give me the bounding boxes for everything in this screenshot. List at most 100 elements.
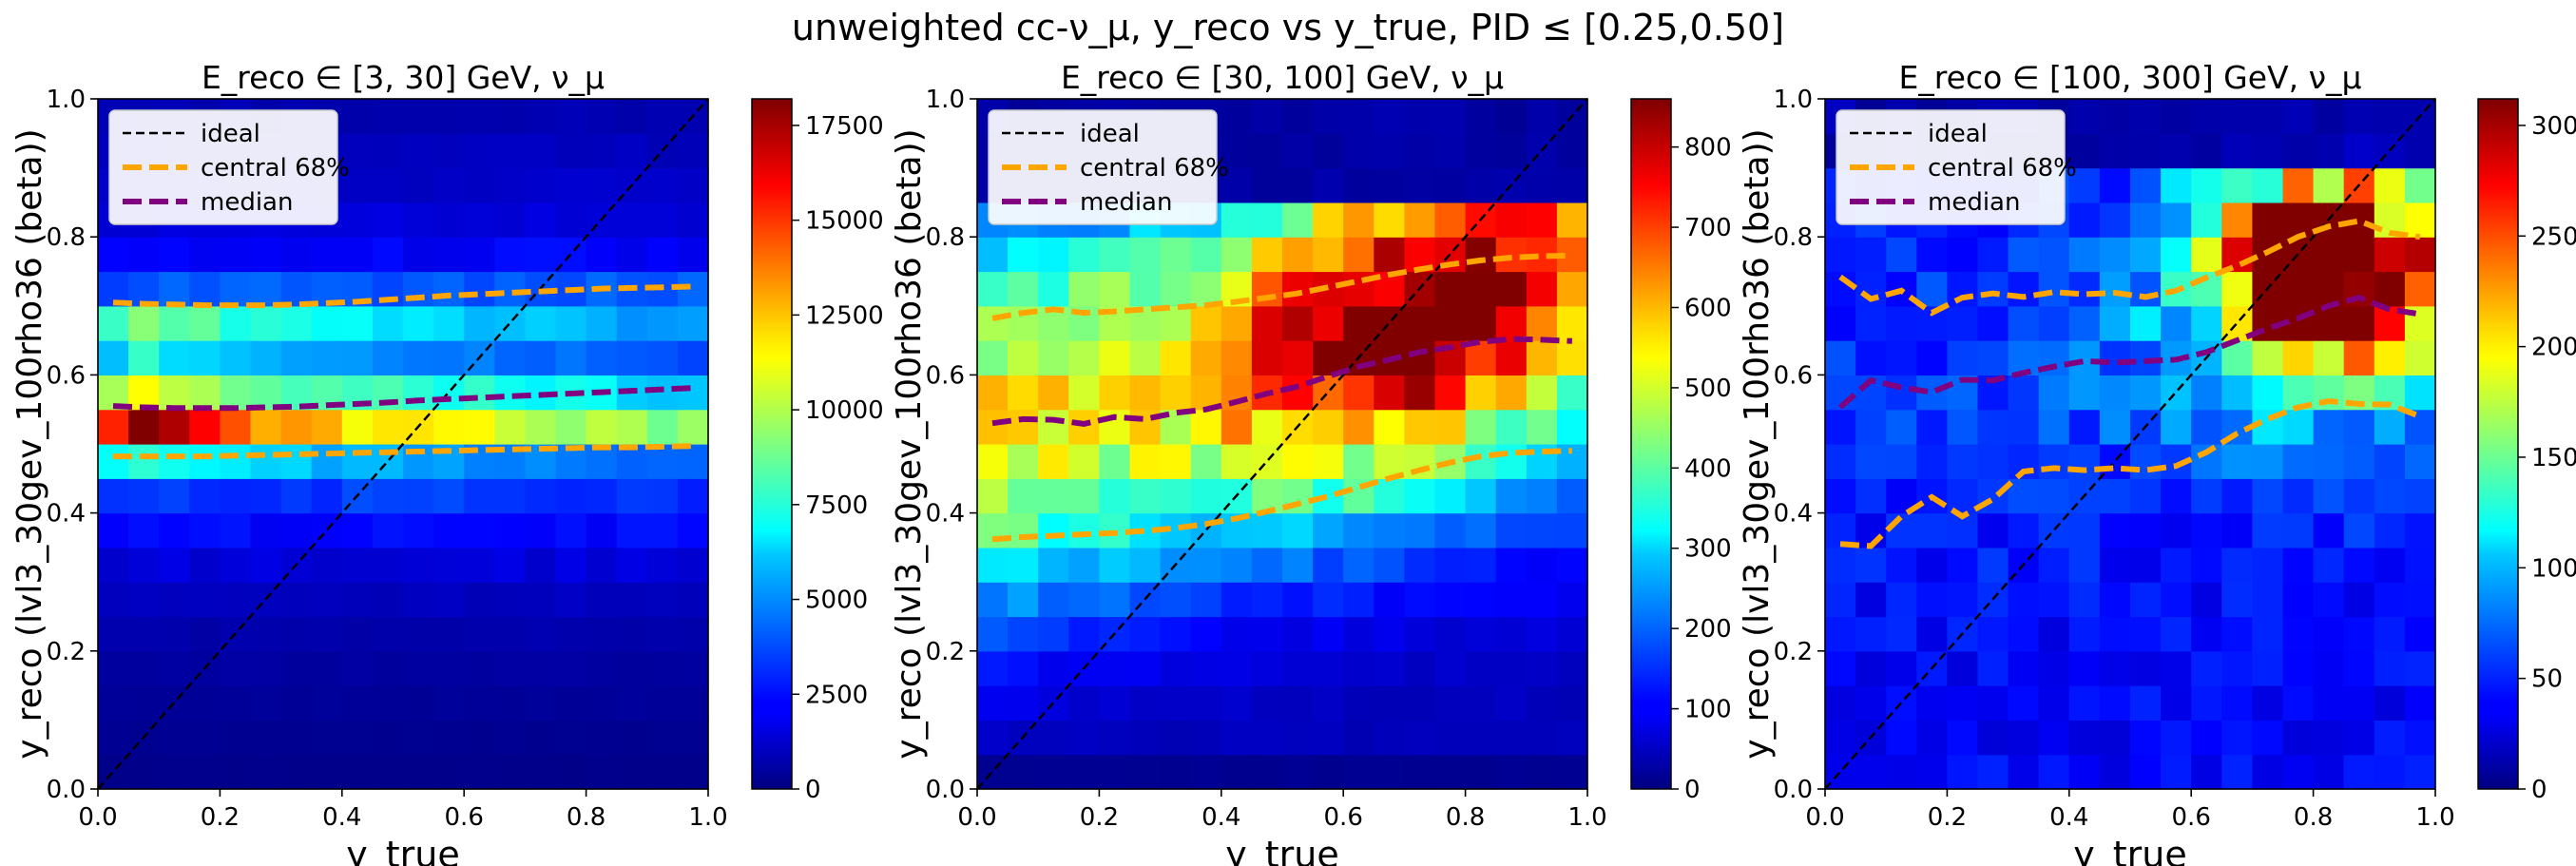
heatmap-cell	[250, 685, 282, 721]
heatmap-cell	[1343, 444, 1375, 479]
colorbar-tick-label: 2500	[805, 681, 868, 709]
heatmap-cell	[1495, 547, 1528, 583]
heatmap-cell	[1221, 167, 1253, 203]
heatmap-cell	[555, 685, 587, 721]
heatmap-cell	[1556, 409, 1588, 445]
heatmap-cell	[1916, 720, 1948, 756]
heatmap-cell	[525, 720, 557, 756]
heatmap-cell	[2099, 478, 2131, 514]
heatmap-cell	[128, 271, 160, 307]
heatmap-cell	[250, 409, 282, 445]
ideal-line	[1824, 98, 2436, 790]
panel-title: E_reco ∈ [30, 100] GeV, ν_μ	[1061, 59, 1504, 96]
central68-upper-line	[112, 283, 693, 309]
heatmap-cell	[2099, 512, 2131, 548]
colorbar-tick-label: 0	[1684, 776, 1701, 804]
heatmap-cell	[1495, 409, 1528, 445]
heatmap-cell	[1038, 271, 1069, 307]
heatmap-cell	[341, 582, 374, 618]
heatmap-cell	[586, 547, 618, 583]
heatmap-cell	[1099, 237, 1131, 273]
panel-title: E_reco ∈ [100, 300] GeV, ν_μ	[1898, 59, 2361, 96]
heatmap-cell	[1343, 167, 1375, 203]
heatmap-cell	[280, 271, 313, 307]
heatmap-cell	[341, 409, 374, 445]
heatmap-cell	[2099, 409, 2131, 445]
heatmap-cell	[977, 582, 1009, 618]
heatmap-cell	[1465, 478, 1497, 514]
heatmap-cell	[2221, 512, 2253, 548]
heatmap-cell	[1825, 478, 1856, 514]
heatmap-cell	[1404, 650, 1436, 686]
heatmap-cell	[1404, 167, 1436, 203]
heatmap-cell	[2343, 754, 2375, 790]
heatmap-cell	[2252, 547, 2284, 583]
heatmap-cell	[1977, 444, 2009, 479]
heatmap-cell	[280, 650, 313, 686]
colorbar-tick-label: 5000	[805, 587, 868, 615]
heatmap-cell	[525, 478, 557, 514]
heatmap-cell	[2252, 685, 2284, 721]
heatmap-cell	[1068, 616, 1100, 652]
heatmap-cell	[1160, 685, 1192, 721]
heatmap-cell	[1190, 340, 1222, 375]
heatmap-cell	[1855, 650, 1887, 686]
heatmap-cell	[1947, 720, 1979, 756]
heatmap-cell	[1855, 582, 1887, 618]
heatmap-cell	[403, 375, 434, 411]
heatmap-cell	[311, 444, 343, 479]
heatmap-cell	[2038, 444, 2070, 479]
heatmap-cell	[1495, 99, 1528, 134]
heatmap-cell	[159, 512, 190, 548]
heatmap-cell	[1343, 133, 1375, 169]
heatmap-cell	[1374, 650, 1405, 686]
colorbar-tick-label: 500	[1684, 375, 1732, 403]
heatmap-cell	[525, 99, 557, 134]
heatmap-cell	[98, 582, 129, 618]
heatmap-cell	[98, 478, 129, 514]
heatmap-cell	[1434, 547, 1467, 583]
heatmap-cell	[677, 237, 709, 273]
heatmap-cell	[433, 99, 465, 134]
heatmap-cell	[1129, 340, 1162, 375]
colorbar-gradient	[1631, 99, 1671, 789]
heatmap-cell	[372, 340, 404, 375]
heatmap-cell	[494, 271, 526, 307]
y-axis-label: y_reco (lvl3_30gev_100rho36 (beta))	[1738, 128, 1777, 759]
heatmap-cell	[1038, 512, 1069, 548]
y-tick-label: 0.8	[926, 223, 965, 252]
heatmap-cell	[1068, 444, 1100, 479]
heatmap-cell	[1434, 202, 1467, 238]
heatmap-cell	[2191, 650, 2222, 686]
heatmap-cell	[1434, 685, 1467, 721]
heatmap-cell	[403, 478, 434, 514]
heatmap-cell	[677, 685, 709, 721]
heatmap-cell	[1160, 650, 1192, 686]
heatmap-cell	[646, 478, 679, 514]
heatmap-cell	[372, 616, 404, 652]
heatmap-cell	[2068, 616, 2101, 652]
heatmap-cell	[464, 167, 495, 203]
heatmap-cell	[2130, 720, 2162, 756]
heatmap-cell	[220, 305, 252, 341]
heatmap-cell	[1129, 754, 1162, 790]
heatmap-cell	[1008, 650, 1039, 686]
legend: ideal central 68% median	[108, 109, 350, 225]
heatmap-cell	[2068, 512, 2101, 548]
heatmap-cell	[1343, 547, 1375, 583]
heatmap-cell	[220, 271, 252, 307]
heatmap-cell	[2343, 99, 2375, 134]
heatmap-cell	[677, 720, 709, 756]
heatmap-cell	[977, 616, 1009, 652]
heatmap-cell	[2130, 616, 2162, 652]
heatmap-cell	[2068, 340, 2101, 375]
heatmap-cell	[1526, 754, 1558, 790]
heatmap-cell	[1374, 375, 1405, 411]
heatmap-cell	[1374, 547, 1405, 583]
heatmap-cell	[159, 754, 190, 790]
heatmap-cell	[977, 685, 1009, 721]
heatmap-cell	[1855, 547, 1887, 583]
heatmap-cell	[2221, 547, 2253, 583]
heatmap-cell	[2404, 340, 2436, 375]
heatmap-cell	[433, 582, 465, 618]
